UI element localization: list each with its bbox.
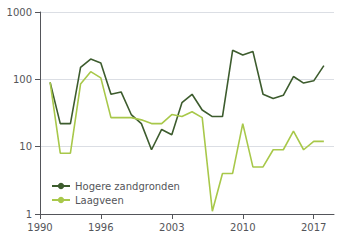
svg-text:2017: 2017 <box>301 222 326 233</box>
svg-text:100: 100 <box>13 74 32 85</box>
svg-text:10: 10 <box>19 141 32 152</box>
svg-text:Hogere zandgronden: Hogere zandgronden <box>75 181 180 192</box>
svg-text:1996: 1996 <box>88 222 113 233</box>
svg-text:Laagveen: Laagveen <box>75 195 124 206</box>
svg-text:1: 1 <box>26 209 32 220</box>
svg-text:2003: 2003 <box>159 222 184 233</box>
svg-text:2010: 2010 <box>230 222 255 233</box>
svg-text:1990: 1990 <box>27 222 52 233</box>
svg-text:1000: 1000 <box>7 7 32 18</box>
